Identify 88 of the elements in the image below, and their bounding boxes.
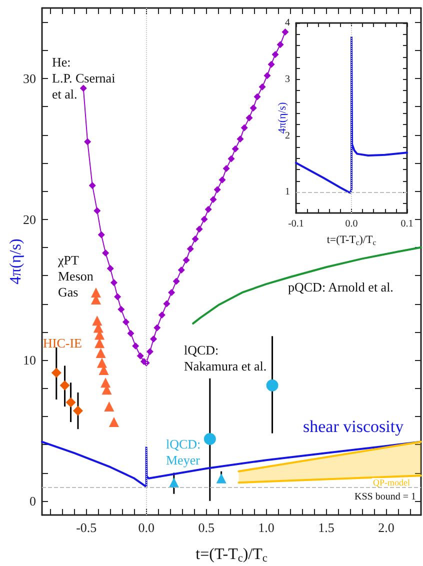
- point: [228, 155, 235, 162]
- series-label: χPT Meson Gas: [57, 252, 94, 300]
- point: [168, 478, 179, 488]
- point: [72, 406, 83, 416]
- point: [110, 279, 118, 286]
- point: [100, 378, 111, 388]
- point: [204, 432, 216, 445]
- point: [127, 330, 134, 337]
- series-label: pQCD: Arnold et al.: [288, 280, 394, 294]
- point: [136, 352, 144, 360]
- x-tick-label: 0.0: [345, 218, 358, 230]
- point: [214, 186, 221, 194]
- point: [218, 176, 226, 184]
- ref-line-label: KSS bound = 1: [354, 491, 416, 502]
- point: [108, 417, 119, 428]
- point: [132, 342, 140, 350]
- y-tick-label: 0: [30, 493, 36, 508]
- point: [88, 182, 96, 189]
- point: [106, 265, 114, 272]
- point: [178, 266, 185, 274]
- point: [264, 72, 271, 80]
- x-tick-label: 0.1: [400, 218, 414, 230]
- point: [204, 206, 212, 213]
- x-tick-label: 0.0: [138, 520, 154, 535]
- series-label: HIC-IE: [43, 336, 82, 350]
- x-tick-label: 1.0: [258, 520, 274, 535]
- point: [182, 256, 190, 264]
- point: [96, 358, 107, 368]
- x-tick-label: -0.5: [76, 520, 97, 535]
- y-tick-label: 30: [23, 70, 36, 86]
- point: [60, 380, 70, 390]
- point: [276, 41, 284, 48]
- point: [254, 93, 261, 100]
- point: [268, 60, 275, 68]
- x-tick-label: -0.1: [288, 218, 304, 230]
- point: [94, 207, 101, 214]
- point: [222, 165, 230, 172]
- point: [246, 114, 253, 122]
- point: [122, 318, 130, 326]
- y-tick-label: 1: [285, 186, 290, 198]
- y-tick-label: 4: [285, 18, 290, 28]
- series-label: lQCD: Nakamura et al.: [184, 342, 267, 374]
- point: [84, 138, 92, 146]
- point: [90, 287, 101, 298]
- point: [192, 235, 199, 242]
- point: [196, 226, 203, 233]
- point: [210, 196, 217, 204]
- point: [216, 473, 226, 484]
- point: [114, 293, 122, 300]
- y-tick-label: 20: [23, 212, 36, 227]
- x-tick-label: 0.5: [198, 520, 214, 535]
- line-series: [295, 36, 408, 194]
- x-tick-label: 2.0: [378, 520, 394, 535]
- series-label: He: L.P. Csernai et al.: [52, 54, 116, 102]
- point: [272, 50, 279, 58]
- point: [282, 28, 289, 36]
- point: [118, 306, 125, 313]
- point: [102, 250, 110, 257]
- point: [96, 348, 106, 358]
- point: [104, 402, 114, 412]
- point: [66, 397, 76, 408]
- point: [158, 312, 166, 319]
- point: [146, 348, 154, 356]
- point: [258, 83, 266, 90]
- point: [94, 338, 105, 348]
- x-tick-label: 1.5: [318, 520, 334, 535]
- point: [98, 231, 105, 238]
- y-axis-title: 4π(η/s): [8, 238, 24, 284]
- point: [186, 245, 194, 252]
- point: [80, 84, 87, 92]
- series-label: lQCD: Meyer: [166, 436, 201, 468]
- series-label: shear viscosity: [303, 417, 404, 436]
- point: [250, 104, 257, 112]
- point: [150, 335, 158, 342]
- y-tick-label: 3: [285, 74, 290, 85]
- point: [154, 324, 161, 332]
- point: [232, 145, 239, 152]
- point: [163, 300, 170, 308]
- point: [172, 278, 180, 285]
- point: [236, 135, 244, 142]
- point: [168, 288, 176, 296]
- point: [200, 216, 208, 223]
- line-series: [192, 246, 422, 324]
- point: [51, 368, 62, 378]
- point: [266, 379, 278, 392]
- text: QP-model: [373, 478, 410, 488]
- point: [240, 124, 248, 132]
- y-tick-label: 10: [23, 352, 36, 368]
